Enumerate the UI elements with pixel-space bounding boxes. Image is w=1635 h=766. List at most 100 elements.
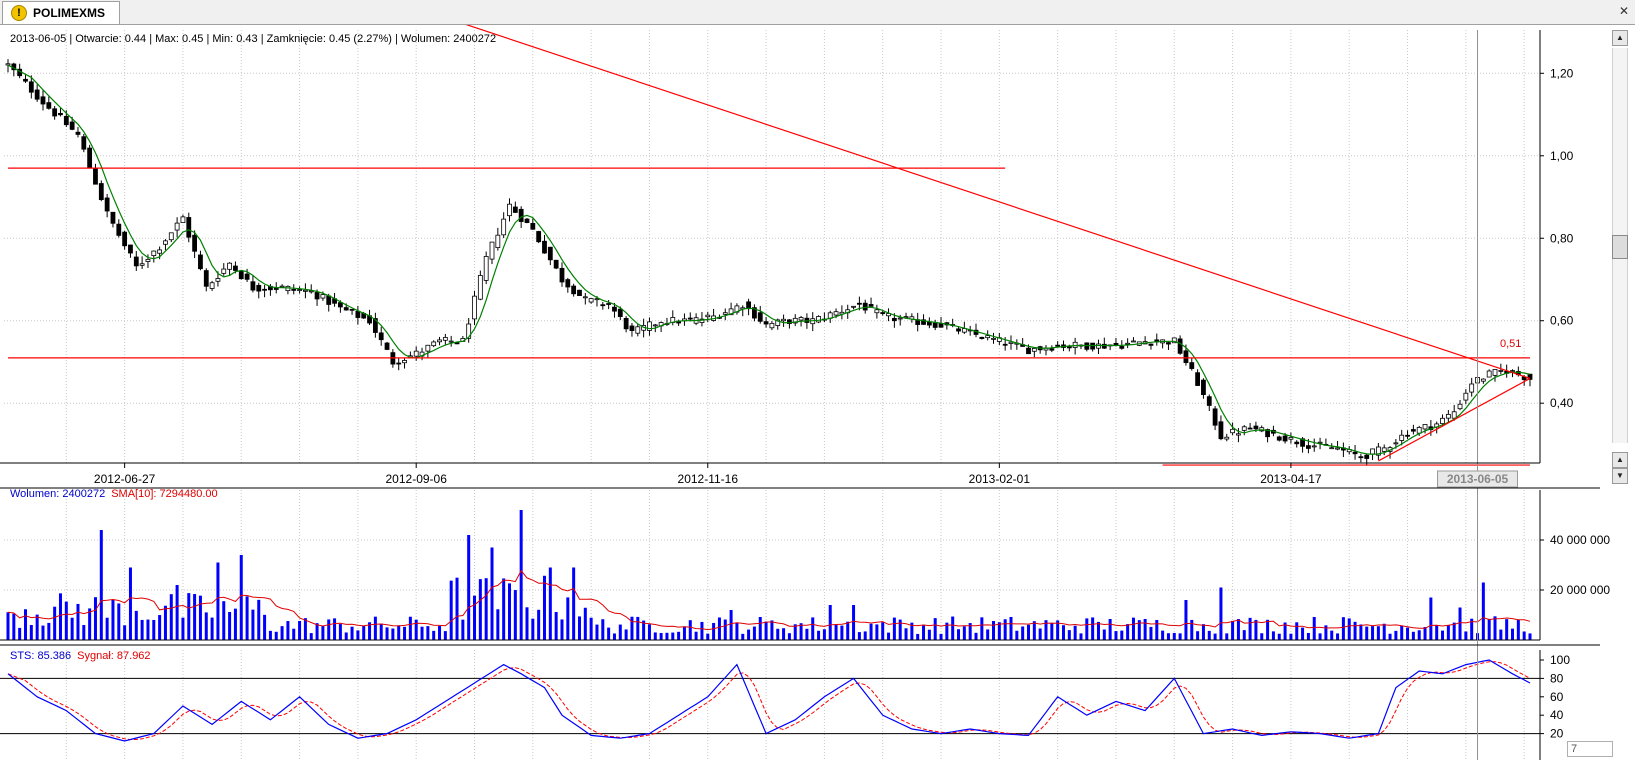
volume-bar xyxy=(1143,619,1147,640)
candle-body xyxy=(1247,427,1253,430)
close-icon[interactable]: ✕ xyxy=(1618,4,1630,18)
candle-body xyxy=(594,298,600,301)
candle-body xyxy=(262,288,267,291)
volume-bar xyxy=(1254,619,1258,640)
volume-bar xyxy=(1429,597,1433,640)
candle-body xyxy=(1253,425,1259,430)
volume-bar xyxy=(23,609,27,640)
candle-body xyxy=(1375,446,1381,456)
volume-bar xyxy=(1044,620,1048,640)
candle-body xyxy=(297,289,302,291)
cursor-date-box xyxy=(1437,470,1519,488)
volume-bar xyxy=(1330,630,1334,640)
volume-bar xyxy=(542,575,546,640)
volume-bar xyxy=(455,577,459,640)
volume-bar xyxy=(601,619,605,640)
candle-body xyxy=(1265,429,1270,438)
volume-bar xyxy=(1038,628,1042,640)
candle-body xyxy=(34,89,40,100)
volume-bar xyxy=(1458,607,1462,640)
candle-body xyxy=(151,250,157,257)
volume-bar xyxy=(1079,633,1083,640)
candle-body xyxy=(798,317,804,321)
tab-polimexms[interactable]: ! POLIMEXMS xyxy=(2,1,121,24)
volume-bar xyxy=(1406,627,1410,640)
candle-body xyxy=(244,273,250,280)
price-tick-label: 1,20 xyxy=(1550,66,1574,80)
volume-bar xyxy=(438,626,442,640)
volume-tick-label: 20 000 000 xyxy=(1550,583,1610,597)
price-scrollbar-thumb[interactable] xyxy=(1612,235,1628,259)
candle-body xyxy=(1311,445,1317,448)
volume-bar xyxy=(834,625,838,640)
candle-body xyxy=(1317,441,1323,444)
volume-bar xyxy=(1318,633,1322,640)
volume-bar xyxy=(659,632,663,640)
candle-body xyxy=(1230,428,1235,434)
candle-body xyxy=(291,288,297,291)
candle-body xyxy=(897,317,903,320)
candle-body xyxy=(1131,340,1136,343)
zoom-input[interactable]: 7 xyxy=(1567,741,1613,757)
candle-body xyxy=(752,307,757,319)
volume-bar xyxy=(1003,619,1007,640)
volume-bar xyxy=(817,630,821,640)
volume-bar xyxy=(957,629,961,640)
level-label: 0,51 xyxy=(1500,338,1521,350)
volume-bar xyxy=(193,594,197,640)
candle-body xyxy=(792,317,798,324)
volume-bar xyxy=(490,547,494,640)
candle-body xyxy=(1381,447,1387,452)
volume-bar xyxy=(1341,617,1345,640)
volume-bar xyxy=(1120,630,1124,640)
x-tick-label: 2012-06-27 xyxy=(94,472,156,486)
scroll-down-button[interactable]: ▼ xyxy=(1612,468,1628,484)
volume-bar xyxy=(1289,633,1293,640)
volume-bar xyxy=(6,612,10,640)
trend-line xyxy=(1378,377,1531,462)
candle-body xyxy=(1002,343,1008,346)
candle-body xyxy=(58,112,63,116)
candle-body xyxy=(1364,454,1370,459)
volume-bar xyxy=(1301,627,1305,640)
sts-legend: STS: 85.386 Sygnał: 87.962 xyxy=(10,650,151,662)
volume-bar xyxy=(1470,618,1474,640)
candle-body xyxy=(979,336,985,339)
candle-body xyxy=(705,314,711,318)
candle-body xyxy=(577,289,582,296)
stock-chart[interactable]: 1,20 1,00 0,80 0,60 0,40 40 000 000 20 000 000… xyxy=(0,25,1635,766)
trend-line xyxy=(465,25,1531,380)
x-tick-label: 2013-04-17 xyxy=(1260,472,1322,486)
scroll-up-button-2[interactable]: ▲ xyxy=(1612,452,1628,468)
volume-bar xyxy=(1283,622,1287,640)
volume-panel xyxy=(0,490,1540,641)
volume-bar xyxy=(41,625,45,640)
candle-body xyxy=(1393,442,1399,445)
candle-body xyxy=(1445,413,1451,419)
candle-body xyxy=(209,282,215,289)
volume-bar xyxy=(1196,631,1200,640)
volume-bar xyxy=(1511,628,1515,640)
volume-bar xyxy=(1324,625,1328,640)
volume-bar xyxy=(198,595,202,640)
volume-bar xyxy=(1522,631,1526,640)
volume-bar xyxy=(1172,632,1176,640)
volume-bar xyxy=(35,614,39,640)
volume-bar xyxy=(951,616,955,640)
volume-bar xyxy=(432,630,436,640)
candle-body xyxy=(1241,426,1247,431)
volume-bar xyxy=(694,631,698,640)
candle-body xyxy=(1486,370,1492,378)
volume-bar xyxy=(1400,625,1404,640)
volume-bar xyxy=(152,619,156,640)
candle-body xyxy=(1335,447,1340,450)
scroll-up-button[interactable]: ▲ xyxy=(1612,30,1628,46)
volume-bar xyxy=(612,633,616,640)
candle-body xyxy=(571,285,577,295)
candle-body xyxy=(851,305,856,308)
volume-bar xyxy=(82,625,86,640)
candle-body xyxy=(384,342,390,350)
candle-body xyxy=(617,308,623,317)
volume-bar xyxy=(1260,633,1264,640)
volume-bar xyxy=(793,624,797,640)
